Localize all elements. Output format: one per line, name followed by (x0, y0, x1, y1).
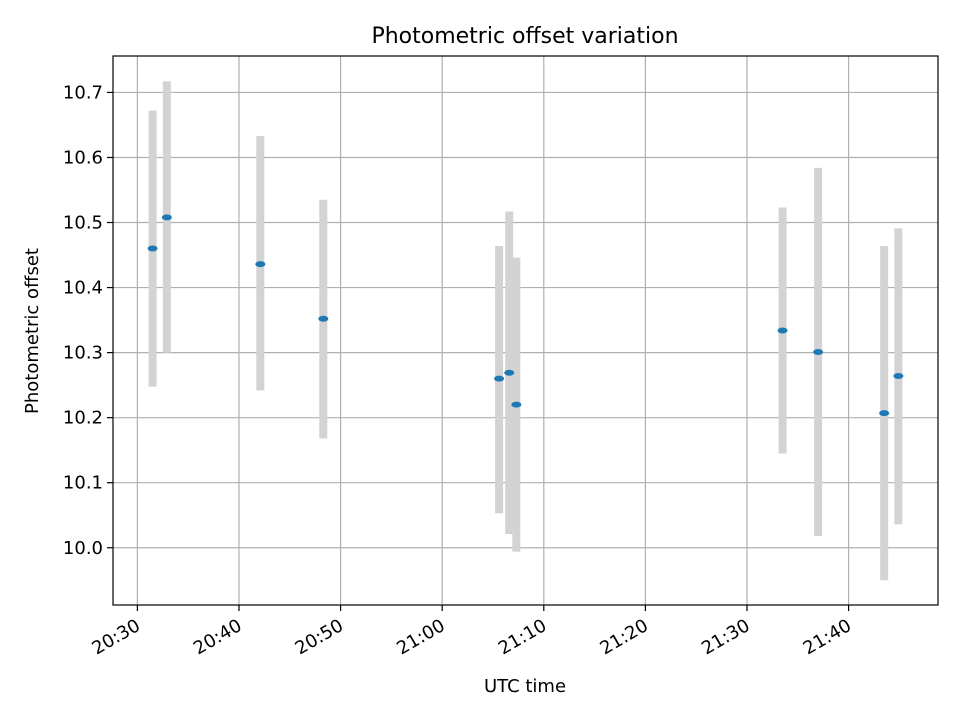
y-tick-label: 10.1 (63, 473, 103, 494)
x-tick-label: 21:00 (393, 615, 448, 659)
x-axis-label: UTC time (484, 676, 566, 697)
chart-title: Photometric offset variation (371, 24, 678, 49)
y-tick-label: 10.3 (63, 343, 103, 364)
x-tick-label: 21:40 (800, 615, 855, 659)
y-tick-label: 10.2 (63, 408, 103, 429)
x-tick-label: 20:40 (190, 615, 245, 659)
data-point (147, 245, 158, 252)
data-point (318, 315, 329, 322)
y-axis-label: Photometric offset (22, 248, 43, 414)
data-points (147, 214, 904, 417)
data-point (504, 369, 515, 376)
plot-frame (112, 55, 939, 606)
x-tick-label: 21:30 (698, 615, 753, 659)
data-point (777, 327, 788, 334)
axis-ticks: 20:30 20:40 20:50 21:00 21:10 21:20 21:30 21:40… (63, 82, 855, 659)
y-tick-label: 10.6 (63, 147, 103, 168)
x-tick-label: 21:10 (495, 615, 550, 659)
y-tick-label: 10.0 (63, 538, 103, 559)
x-tick-label: 21:20 (596, 615, 651, 659)
data-point (511, 401, 522, 408)
data-point (879, 410, 890, 417)
y-tick-label: 10.4 (63, 278, 103, 299)
x-tick-label: 20:50 (292, 615, 347, 659)
data-point (893, 373, 904, 380)
y-tick-label: 10.7 (63, 82, 103, 103)
data-point (255, 261, 266, 268)
data-point (813, 348, 824, 355)
data-point (494, 375, 505, 382)
data-point (161, 214, 172, 221)
y-tick-label: 10.5 (63, 213, 103, 234)
x-tick-label: 20:30 (88, 615, 143, 659)
grid-lines (113, 56, 938, 605)
